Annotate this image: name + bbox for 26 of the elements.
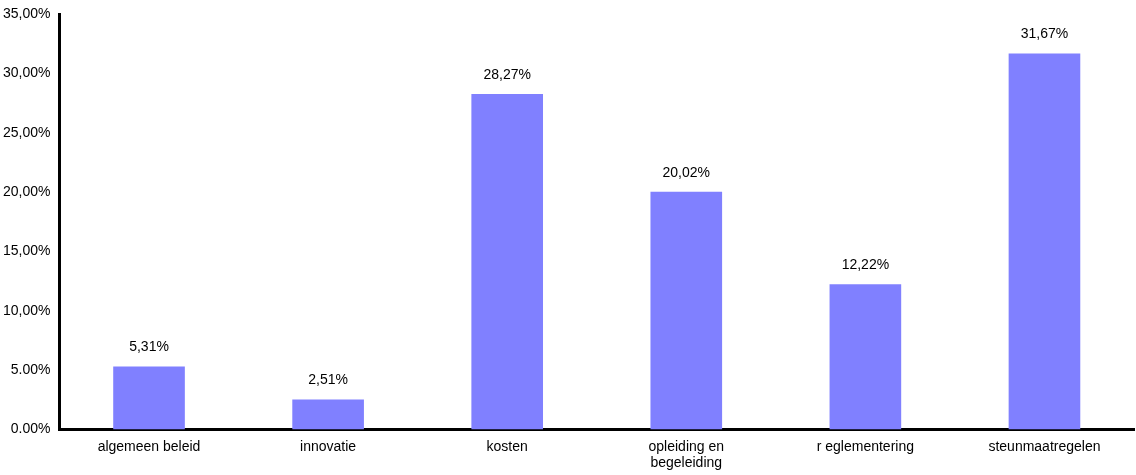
y-tick-label: 30,00% xyxy=(3,64,51,81)
bar xyxy=(292,399,364,430)
x-tick-label: algemeen beleid xyxy=(97,437,201,454)
data-label: 20,02% xyxy=(662,163,711,180)
x-tick-label: r eglementering xyxy=(816,437,915,454)
y-tick-label: 35,00% xyxy=(3,4,51,21)
x-tick-label: kosten xyxy=(486,437,528,454)
x-tick-label: steunmaatregelen xyxy=(988,437,1101,454)
y-tick-label: 0.00% xyxy=(10,420,51,437)
data-label: 31,67% xyxy=(1020,25,1069,42)
x-tick-label: innovatie xyxy=(300,437,357,454)
x-tick-label: opleiding en begeleiding xyxy=(648,437,725,471)
y-tick-label: 25,00% xyxy=(3,123,51,140)
data-label: 5,31% xyxy=(129,338,169,355)
bar xyxy=(650,191,723,430)
data-label: 12,22% xyxy=(841,256,890,273)
bar xyxy=(471,93,544,430)
bar xyxy=(829,284,902,430)
y-tick-label: 20,00% xyxy=(3,182,51,199)
data-label: 2,51% xyxy=(308,371,348,388)
data-label: 28,27% xyxy=(483,65,531,82)
y-tick-label: 5.00% xyxy=(10,360,51,377)
y-tick-label: 10,00% xyxy=(3,301,51,318)
bar xyxy=(113,366,185,430)
bar xyxy=(1008,53,1081,430)
y-tick-label: 15,00% xyxy=(3,242,51,259)
